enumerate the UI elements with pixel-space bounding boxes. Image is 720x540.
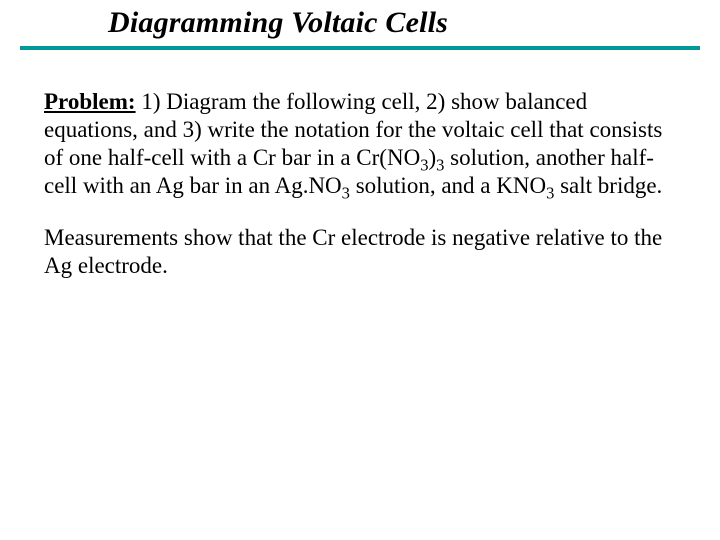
slide-title: Diagramming Voltaic Cells xyxy=(0,6,720,40)
problem-paragraph: Problem: 1) Diagram the following cell, … xyxy=(44,88,666,200)
problem-label: Problem: xyxy=(44,89,136,114)
p1-sub3: 3 xyxy=(342,184,350,203)
p1-seg5: salt bridge. xyxy=(554,173,662,198)
slide: Diagramming Voltaic Cells Problem: 1) Di… xyxy=(0,0,720,540)
measurement-paragraph: Measurements show that the Cr electrode … xyxy=(44,224,666,280)
body-text: Problem: 1) Diagram the following cell, … xyxy=(0,50,720,280)
title-wrap: Diagramming Voltaic Cells xyxy=(0,0,720,40)
p1-seg4: solution, and a KNO xyxy=(350,173,546,198)
p1-seg2: ) xyxy=(428,145,436,170)
